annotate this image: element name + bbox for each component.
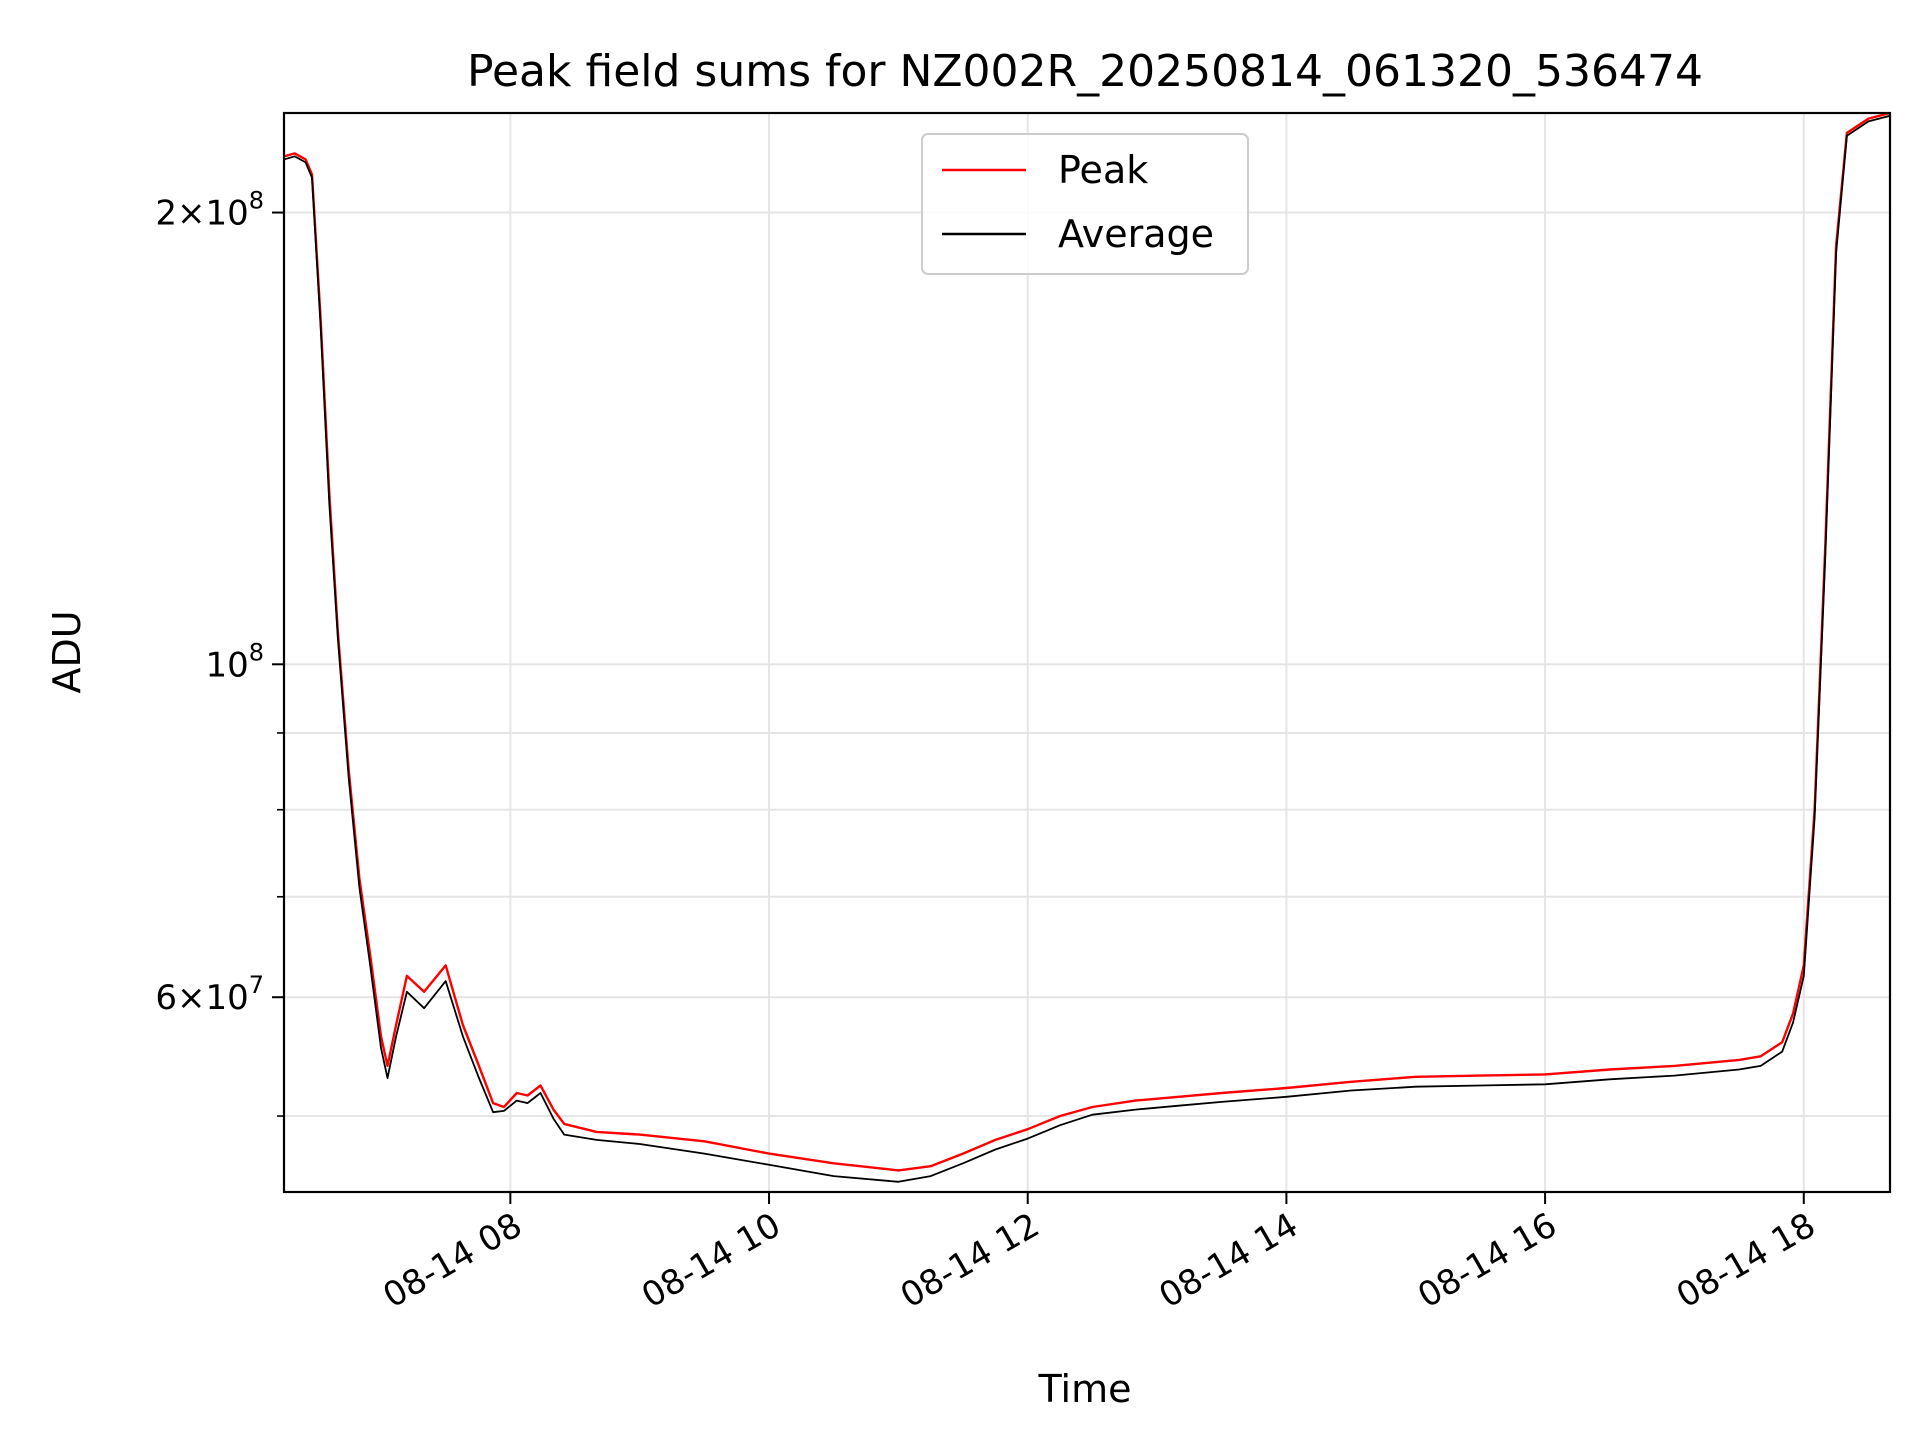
y-tick-label: 108 xyxy=(205,638,264,685)
legend: Peak Average xyxy=(921,133,1249,275)
y-tick-mantissa: 2 xyxy=(155,194,177,234)
y-tick-label: 2×108 xyxy=(155,187,264,234)
legend-label-peak: Peak xyxy=(1058,148,1148,192)
y-tick-base: 10 xyxy=(205,645,248,685)
legend-label-average: Average xyxy=(1058,212,1214,256)
y-tick-label: 6×107 xyxy=(155,971,264,1018)
series-layer xyxy=(284,113,1890,1183)
y-tick-mantissa: 6 xyxy=(155,978,177,1018)
y-tick-base: 10 xyxy=(205,978,248,1018)
x-axis-label: Time xyxy=(1038,1367,1132,1411)
plot-frame xyxy=(282,111,1892,1194)
series-line-peak xyxy=(284,113,1890,1172)
times-sign: × xyxy=(177,194,206,234)
y-tick-exponent: 8 xyxy=(249,638,264,666)
y-tick-base: 10 xyxy=(205,194,248,234)
series-line-average xyxy=(284,114,1890,1183)
times-sign: × xyxy=(177,978,206,1018)
y-axis-label: ADU xyxy=(45,610,89,693)
y-tick-exponent: 8 xyxy=(249,187,264,215)
chart-title: Peak field sums for NZ002R_20250814_0613… xyxy=(467,46,1703,97)
y-tick-exponent: 7 xyxy=(249,971,264,999)
